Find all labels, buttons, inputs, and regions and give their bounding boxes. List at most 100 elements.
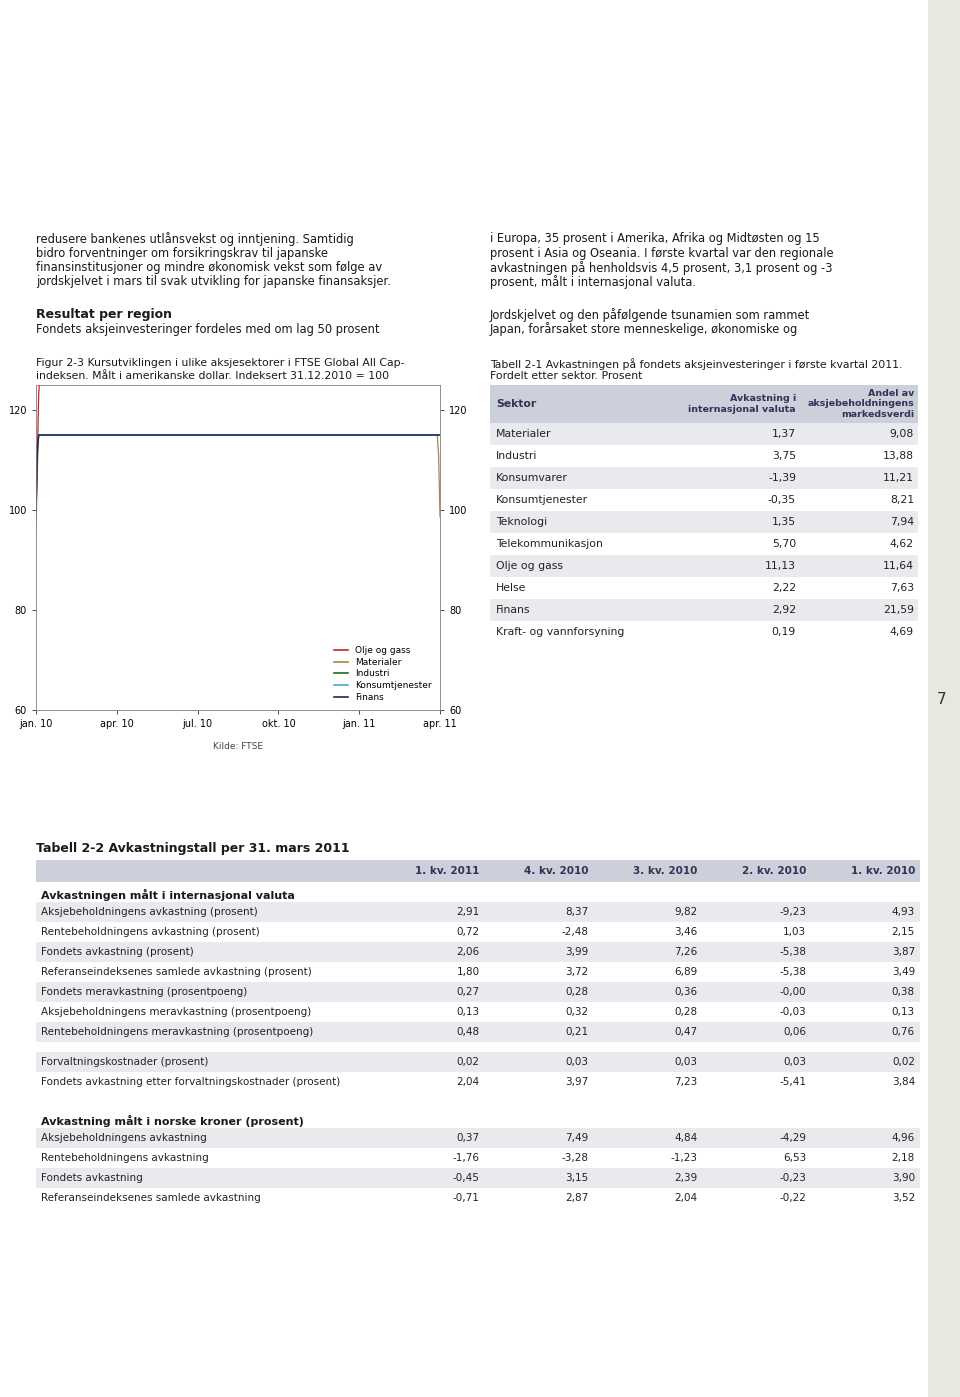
Text: Fondets avkastning etter forvaltningskostnader (prosent): Fondets avkastning etter forvaltningskos…: [41, 1077, 340, 1087]
Text: 3,52: 3,52: [892, 1193, 915, 1203]
Text: Aksjebeholdningens meravkastning (prosentpoeng): Aksjebeholdningens meravkastning (prosen…: [41, 1007, 311, 1017]
Bar: [490, 489, 918, 511]
Text: Tabell 2-1 Avkastningen på fondets aksjeinvesteringer i første kvartal 2011.: Tabell 2-1 Avkastningen på fondets aksje…: [490, 358, 902, 370]
Text: Andel av
aksjebeholdningens
markedsverdi: Andel av aksjebeholdningens markedsverdi: [807, 390, 914, 419]
Text: 21,59: 21,59: [883, 605, 914, 615]
Text: 3,87: 3,87: [892, 947, 915, 957]
Text: 4. kv. 2010: 4. kv. 2010: [524, 866, 588, 876]
Bar: [490, 577, 918, 599]
Text: 0,02: 0,02: [457, 1058, 480, 1067]
Text: Aksjebeholdningens avkastning: Aksjebeholdningens avkastning: [41, 1133, 206, 1143]
Bar: [36, 1127, 920, 1148]
Text: 2,04: 2,04: [674, 1193, 697, 1203]
Text: 2,91: 2,91: [457, 907, 480, 916]
Text: 1. kv. 2011: 1. kv. 2011: [416, 866, 480, 876]
Text: 0,19: 0,19: [772, 627, 796, 637]
Text: 0,13: 0,13: [457, 1007, 480, 1017]
Text: 7,23: 7,23: [674, 1077, 697, 1087]
Text: 0,32: 0,32: [565, 1007, 588, 1017]
Text: 3,99: 3,99: [565, 947, 588, 957]
Text: i Europa, 35 prosent i Amerika, Afrika og Midtøsten og 15: i Europa, 35 prosent i Amerika, Afrika o…: [490, 232, 820, 244]
Text: 1,37: 1,37: [772, 429, 796, 439]
Text: -5,41: -5,41: [780, 1077, 806, 1087]
Text: 7,94: 7,94: [890, 517, 914, 527]
Text: 8,37: 8,37: [565, 907, 588, 916]
Text: Fondets aksjeinvesteringer fordeles med om lag 50 prosent: Fondets aksjeinvesteringer fordeles med …: [36, 323, 379, 337]
Text: 7,63: 7,63: [890, 583, 914, 592]
Text: 0,27: 0,27: [457, 988, 480, 997]
Text: 6,53: 6,53: [783, 1153, 806, 1162]
Text: 6,89: 6,89: [674, 967, 697, 977]
Text: Aksjebeholdningens avkastning (prosent): Aksjebeholdningens avkastning (prosent): [41, 907, 257, 916]
Text: 4,93: 4,93: [892, 907, 915, 916]
Bar: [36, 1023, 920, 1042]
Text: Kraft- og vannforsyning: Kraft- og vannforsyning: [496, 627, 624, 637]
Text: 3,72: 3,72: [565, 967, 588, 977]
Bar: [36, 902, 920, 922]
Text: 9,82: 9,82: [674, 907, 697, 916]
Text: 0,28: 0,28: [565, 988, 588, 997]
Text: Referanseindeksenes samlede avkastning (prosent): Referanseindeksenes samlede avkastning (…: [41, 967, 312, 977]
Text: redusere bankenes utlånsvekst og inntjening. Samtidig: redusere bankenes utlånsvekst og inntjen…: [36, 232, 353, 246]
Text: 2,06: 2,06: [457, 947, 480, 957]
Bar: [490, 511, 918, 534]
Text: Konsumvarer: Konsumvarer: [496, 474, 568, 483]
Bar: [36, 922, 920, 942]
Text: Avkastningen målt i internasjonal valuta: Avkastningen målt i internasjonal valuta: [41, 888, 295, 901]
Text: 0,28: 0,28: [674, 1007, 697, 1017]
Bar: [490, 423, 918, 446]
Text: avkastningen på henholdsvis 4,5 prosent, 3,1 prosent og -3: avkastningen på henholdsvis 4,5 prosent,…: [490, 261, 832, 275]
Text: Konsumtjenester: Konsumtjenester: [496, 495, 588, 504]
Bar: [36, 1187, 920, 1208]
Text: 3,15: 3,15: [565, 1173, 588, 1183]
Text: 7,26: 7,26: [674, 947, 697, 957]
Text: 2,87: 2,87: [565, 1193, 588, 1203]
Text: 3,49: 3,49: [892, 967, 915, 977]
Text: Japan, forårsaket store menneskelige, økonomiske og: Japan, forårsaket store menneskelige, øk…: [490, 323, 799, 337]
Text: 0,72: 0,72: [457, 928, 480, 937]
Text: 0,76: 0,76: [892, 1027, 915, 1037]
Text: Figur 2-3 Kursutviklingen i ulike aksjesektorer i FTSE Global All Cap-: Figur 2-3 Kursutviklingen i ulike aksjes…: [36, 358, 404, 367]
Text: 4,69: 4,69: [890, 627, 914, 637]
Bar: [36, 1052, 920, 1071]
Text: 0,36: 0,36: [674, 988, 697, 997]
Text: 3,90: 3,90: [892, 1173, 915, 1183]
Text: Fondets avkastning: Fondets avkastning: [41, 1173, 143, 1183]
Text: 11,13: 11,13: [765, 562, 796, 571]
Text: 1,80: 1,80: [457, 967, 480, 977]
Text: 3. kv. 2010: 3. kv. 2010: [633, 866, 697, 876]
Text: Olje og gass: Olje og gass: [496, 562, 563, 571]
Text: 2. kv. 2010: 2. kv. 2010: [742, 866, 806, 876]
Text: Jordskjelvet og den påfølgende tsunamien som rammet: Jordskjelvet og den påfølgende tsunamien…: [490, 307, 810, 321]
Text: 1,03: 1,03: [783, 928, 806, 937]
Text: 2,04: 2,04: [457, 1077, 480, 1087]
Text: bidro forventninger om forsikringskrav til japanske: bidro forventninger om forsikringskrav t…: [36, 246, 328, 260]
Text: 0,21: 0,21: [565, 1027, 588, 1037]
Text: 0,02: 0,02: [892, 1058, 915, 1067]
Text: 9,08: 9,08: [890, 429, 914, 439]
Text: 0,03: 0,03: [565, 1058, 588, 1067]
Text: Kilde: FTSE: Kilde: FTSE: [213, 742, 263, 752]
Text: -1,39: -1,39: [768, 474, 796, 483]
Bar: [490, 534, 918, 555]
Text: -1,76: -1,76: [453, 1153, 480, 1162]
Text: 3,97: 3,97: [565, 1077, 588, 1087]
Bar: [490, 467, 918, 489]
Bar: [36, 1071, 920, 1092]
Text: 2,22: 2,22: [772, 583, 796, 592]
Bar: [36, 1002, 920, 1023]
Text: -0,03: -0,03: [780, 1007, 806, 1017]
Text: 2,39: 2,39: [674, 1173, 697, 1183]
Text: Fondets meravkastning (prosentpoeng): Fondets meravkastning (prosentpoeng): [41, 988, 248, 997]
Text: -0,22: -0,22: [780, 1193, 806, 1203]
Text: Sektor: Sektor: [496, 400, 537, 409]
Text: -2,48: -2,48: [562, 928, 588, 937]
Text: -0,23: -0,23: [780, 1173, 806, 1183]
Text: Helse: Helse: [496, 583, 526, 592]
Text: finansinstitusjoner og mindre økonomisk vekst som følge av: finansinstitusjoner og mindre økonomisk …: [36, 261, 382, 274]
Bar: [36, 861, 920, 882]
Text: Avkastning målt i norske kroner (prosent): Avkastning målt i norske kroner (prosent…: [41, 1115, 304, 1127]
Text: 0,48: 0,48: [457, 1027, 480, 1037]
Text: -5,38: -5,38: [780, 947, 806, 957]
Text: Referanseindeksenes samlede avkastning: Referanseindeksenes samlede avkastning: [41, 1193, 261, 1203]
